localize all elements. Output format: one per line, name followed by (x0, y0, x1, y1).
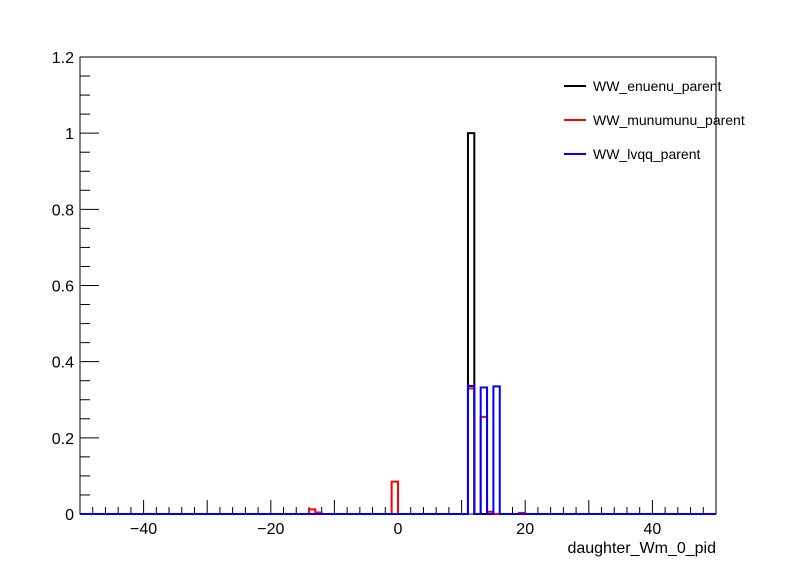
series-line (80, 387, 716, 515)
legend: WW_enuenu_parent WW_munumunu_parent WW_lvq… (564, 78, 745, 162)
x-tick-label: −20 (257, 521, 284, 538)
y-tick-label: 0 (65, 507, 74, 524)
y-tick-label: 1.2 (52, 50, 74, 67)
x-tick-label: 20 (516, 521, 534, 538)
legend-label: WW_enuenu_parent (593, 78, 722, 94)
y-tick-label: 0.4 (52, 355, 74, 372)
legend-label: WW_munumunu_parent (593, 112, 745, 128)
y-axis: 0 0.2 0.4 0.6 0.8 1 1.2 (52, 50, 99, 524)
x-tick-label: −40 (130, 521, 157, 538)
y-tick-label: 0.8 (52, 202, 74, 219)
x-axis-title: daughter_Wm_0_pid (567, 540, 716, 557)
y-tick-label: 0.6 (52, 279, 74, 296)
x-tick-label: 40 (644, 521, 662, 538)
legend-label: WW_lvqq_parent (593, 146, 700, 162)
y-tick-label: 0.2 (52, 431, 74, 448)
x-axis: −40 −20 0 20 40 (92, 500, 704, 538)
y-tick-label: 1 (65, 126, 74, 143)
series-line (80, 132, 716, 515)
series-layer (80, 132, 716, 515)
x-tick-label: 0 (394, 521, 403, 538)
series-line (80, 385, 716, 515)
